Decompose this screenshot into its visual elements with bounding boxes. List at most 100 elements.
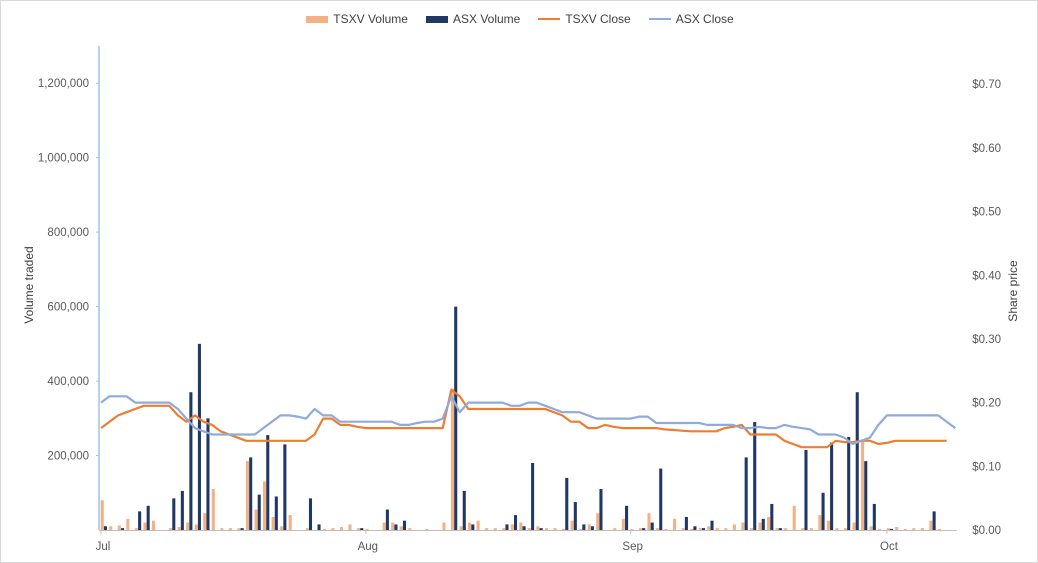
legend-label: TSXV Close	[565, 12, 631, 26]
tsxv-volume-bar	[681, 528, 685, 530]
asx-volume-bar	[539, 528, 543, 530]
asx-volume-bar	[855, 392, 859, 530]
y-tick-label: 1,000,000	[38, 153, 89, 165]
y2-tick-label: $0.60	[972, 143, 1001, 155]
y2-tick-label: $0.20	[972, 398, 1001, 410]
tsxv-volume-bar	[485, 528, 489, 530]
asx-volume-bar	[701, 528, 706, 530]
asx-volume-bar	[249, 457, 253, 530]
tsxv-volume-bar	[758, 522, 762, 530]
asx-volume-bar	[761, 518, 765, 530]
tsxv-volume-bar	[510, 524, 514, 530]
tsxv-volume-bar	[391, 522, 395, 530]
legend-swatch	[425, 15, 448, 23]
asx-volume-bar	[565, 477, 569, 530]
asx-volume-bar	[402, 520, 406, 530]
tsxv-volume-bar	[425, 528, 429, 530]
tsxv-volume-bar	[399, 526, 403, 530]
tsxv-volume-bar	[459, 526, 463, 530]
tsxv-volume-bar	[801, 528, 805, 530]
tsxv-volume-bar	[749, 528, 754, 530]
tsxv-volume-bar	[826, 520, 830, 530]
asx-volume-bar	[821, 492, 825, 530]
tsxv-volume-bar	[886, 528, 890, 530]
tsxv-volume-bar	[698, 528, 702, 530]
asx-volume-bar	[804, 449, 808, 530]
asx-volume-bar	[582, 524, 586, 530]
tsxv-volume-bar	[664, 528, 668, 530]
asx-volume-bar	[513, 515, 518, 530]
y-tick-label: 600,000	[47, 302, 89, 314]
asx-volume-bar	[864, 461, 868, 530]
asx-volume-bar	[103, 526, 107, 530]
asx-volume-bar	[625, 505, 629, 530]
tsxv-volume-bar	[835, 528, 839, 530]
tsxv-volume-bar	[673, 518, 677, 530]
x-tick-label: Sep	[622, 541, 642, 553]
tsxv-volume-bar	[527, 528, 531, 530]
tsxv-volume-bar	[690, 528, 694, 530]
asx-volume-bar	[710, 520, 714, 530]
tsxv-volume-bar	[852, 522, 856, 530]
asx-volume-bar	[872, 503, 876, 530]
y-axis-title: Volume traded	[22, 246, 36, 324]
x-tick-label: Aug	[358, 541, 378, 553]
tsxv-volume-bar	[237, 528, 241, 530]
tsxv-volume-bar	[732, 524, 736, 530]
asx-volume-bar	[599, 489, 603, 530]
tsxv-volume-bar	[587, 524, 591, 530]
asx-volume-bar	[590, 526, 594, 530]
tsxv-volume-bar	[869, 526, 873, 530]
tsxv-volume-bar	[741, 522, 745, 530]
legend-label: ASX Close	[675, 12, 734, 26]
tsxv-volume-bar	[126, 518, 130, 530]
tsxv-volume-bar	[408, 528, 412, 530]
asx-volume-bar	[189, 392, 193, 530]
tsxv-volume-bar	[169, 528, 173, 530]
asx-volume-bar	[197, 343, 201, 530]
tsxv-volume-bar	[621, 518, 625, 530]
tsxv-volume-bar	[502, 528, 506, 530]
tsxv-volume-bar	[767, 516, 771, 530]
tsxv-volume-bar	[570, 520, 574, 530]
chart-legend: TSXV Volume ASX Volume TSXV Close ASX Close	[1, 12, 1038, 26]
legend-item: ASX Volume	[425, 12, 520, 26]
tsxv-volume-bar	[339, 527, 343, 530]
asx-volume-bar	[778, 528, 782, 530]
tsxv-volume-bar	[519, 522, 523, 530]
tsxv-volume-bar	[493, 528, 497, 530]
tsxv-volume-bar	[151, 520, 156, 530]
tsxv-volume-bar	[536, 526, 540, 530]
legend-item: TSXV Close	[538, 12, 631, 26]
tsxv-close-line	[100, 388, 947, 449]
tsxv-volume-bar	[271, 516, 275, 530]
asx-volume-bar	[642, 528, 646, 530]
tsxv-volume-bar	[630, 528, 634, 530]
tsxv-volume-bar	[245, 461, 249, 530]
tsxv-volume-bar	[775, 528, 779, 530]
asx-volume-bar	[684, 516, 688, 530]
legend-item: TSXV Volume	[306, 12, 408, 26]
tsxv-volume-bar	[331, 528, 335, 530]
tsxv-volume-bar	[707, 526, 711, 530]
tsxv-volume-bar	[792, 505, 796, 530]
asx-volume-bar	[240, 528, 244, 530]
tsxv-volume-bar	[109, 526, 113, 530]
y2-tick-label: $0.10	[972, 461, 1001, 473]
asx-volume-bar	[180, 490, 184, 530]
tsxv-volume-bar	[724, 528, 728, 530]
tsxv-volume-bar	[895, 527, 899, 530]
tsxv-volume-bar	[638, 528, 642, 530]
asx-volume-bar	[659, 468, 663, 530]
asx-volume-bar	[146, 505, 150, 530]
tsxv-volume-bar	[920, 528, 924, 530]
asx-volume-bar	[257, 494, 261, 530]
y2-tick-label: $0.70	[972, 79, 1001, 91]
tsxv-volume-bar	[211, 489, 215, 530]
tsxv-volume-bar	[476, 520, 480, 530]
asx-volume-bar	[385, 509, 389, 530]
asx-volume-bar	[462, 490, 466, 530]
tsxv-volume-bar	[553, 528, 557, 530]
